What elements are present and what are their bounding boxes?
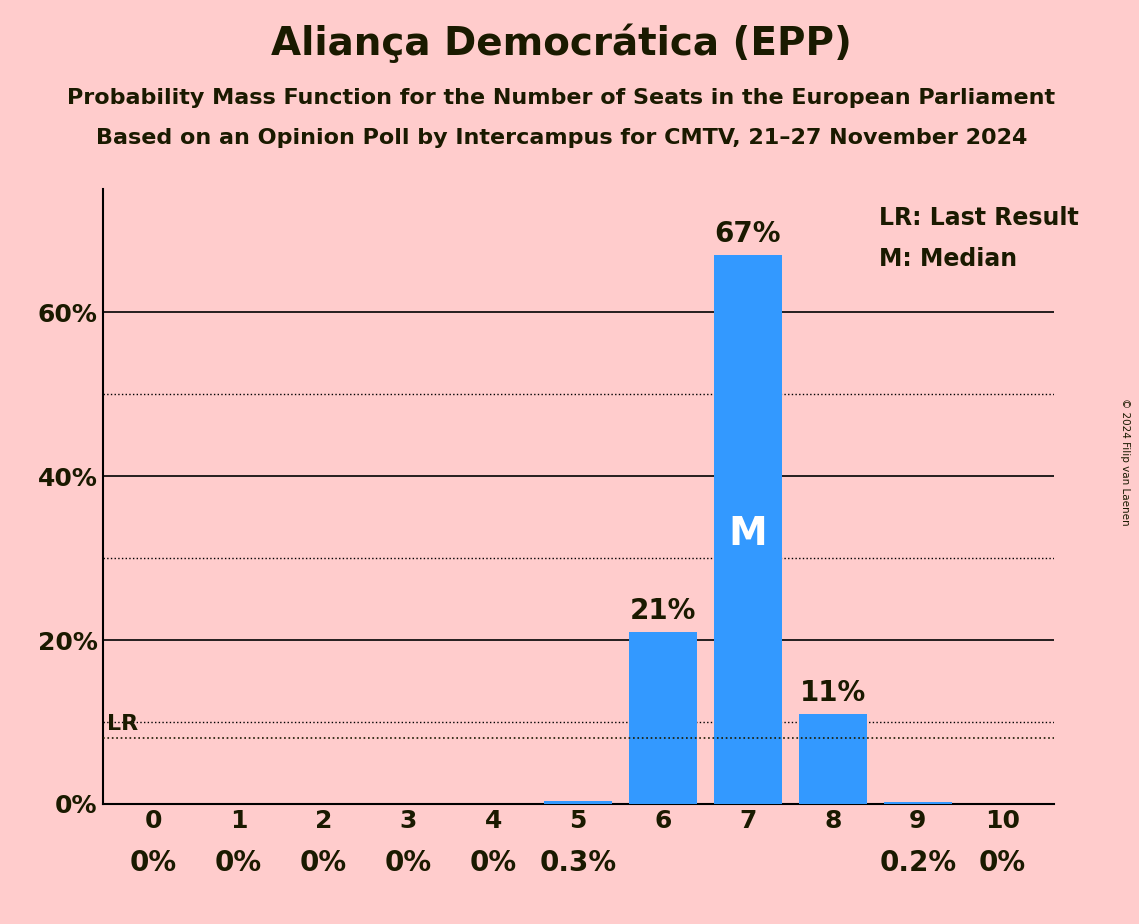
- Text: 0.2%: 0.2%: [879, 849, 957, 877]
- Text: Probability Mass Function for the Number of Seats in the European Parliament: Probability Mass Function for the Number…: [67, 88, 1056, 108]
- Text: 0%: 0%: [980, 849, 1026, 877]
- Text: M: M: [729, 515, 768, 553]
- Text: 11%: 11%: [800, 679, 866, 707]
- Text: 0.3%: 0.3%: [540, 849, 616, 877]
- Bar: [714, 255, 781, 804]
- Text: Based on an Opinion Poll by Intercampus for CMTV, 21–27 November 2024: Based on an Opinion Poll by Intercampus …: [96, 128, 1027, 148]
- Text: Aliança Democrática (EPP): Aliança Democrática (EPP): [271, 23, 852, 63]
- Text: 0%: 0%: [130, 849, 177, 877]
- Text: 0%: 0%: [215, 849, 262, 877]
- Bar: [798, 713, 867, 804]
- Text: LR: LR: [107, 714, 138, 735]
- Text: 0%: 0%: [469, 849, 517, 877]
- Text: 67%: 67%: [714, 221, 781, 249]
- Text: © 2024 Filip van Laenen: © 2024 Filip van Laenen: [1121, 398, 1130, 526]
- Bar: [629, 632, 697, 804]
- Bar: [544, 801, 612, 804]
- Text: 0%: 0%: [385, 849, 432, 877]
- Text: 21%: 21%: [630, 597, 696, 626]
- Text: LR: Last Result: LR: Last Result: [879, 206, 1080, 230]
- Text: 0%: 0%: [300, 849, 347, 877]
- Text: M: Median: M: Median: [879, 247, 1017, 271]
- Bar: [884, 802, 952, 804]
